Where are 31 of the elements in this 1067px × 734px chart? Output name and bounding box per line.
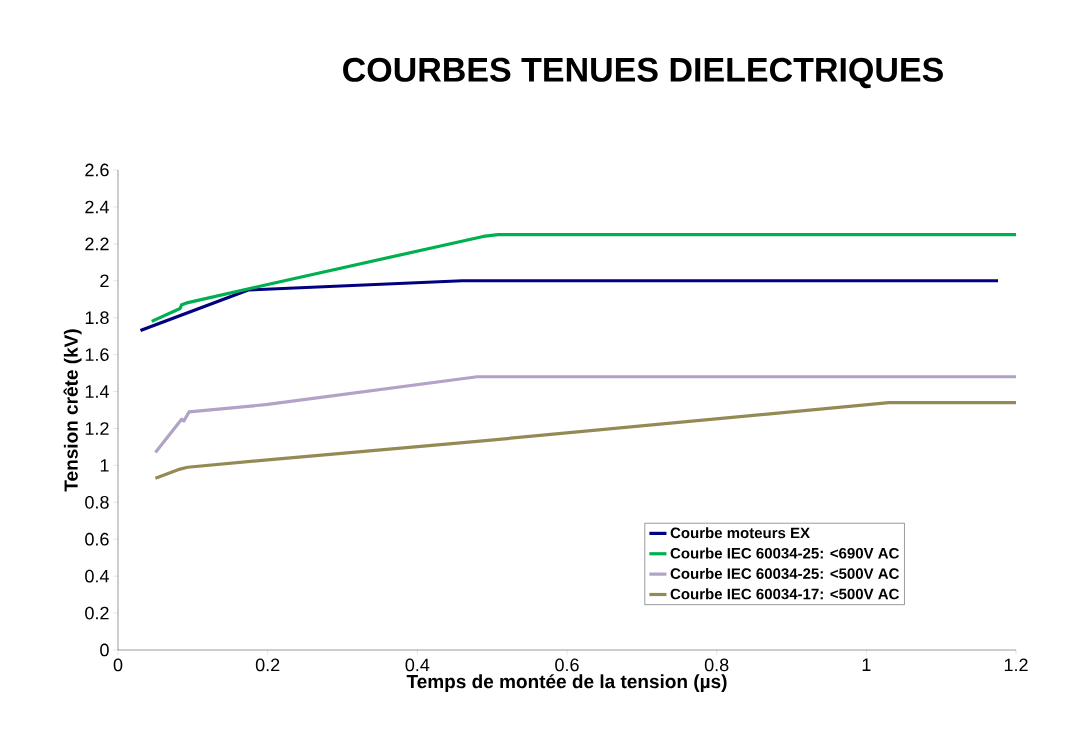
y-tick-label: 0.2 (85, 606, 109, 620)
line-series (153, 375, 1017, 455)
line-series (150, 233, 1017, 323)
y-tick-label: 2.2 (85, 237, 109, 251)
legend-label: Courbe moteurs EX (670, 527, 810, 539)
y-tick-label: 2 (100, 274, 109, 288)
y-tick-label: 0.8 (85, 495, 109, 509)
x-tick-label: 0.2 (255, 658, 280, 672)
x-tick-label: 0.4 (405, 658, 430, 672)
y-tick-label: 1 (100, 459, 109, 472)
y-tick-label: 2.4 (85, 200, 109, 214)
legend-label: Courbe IEC 60034-25: <690V AC (670, 547, 899, 559)
chart-title: COURBES TENUES DIELECTRIQUES (343, 57, 943, 89)
x-tick-label: 0.6 (555, 658, 579, 672)
y-tick-label: 1.8 (85, 311, 109, 325)
legend-label: Courbe IEC 60034-25: <500V AC (670, 567, 899, 579)
line-series (153, 401, 1017, 480)
y-tick-label: 1.6 (85, 348, 109, 361)
x-axis-title: Temps de montée de la tension (µs) (406, 674, 727, 693)
y-tick-label: 1.2 (85, 422, 109, 435)
legend-label: Courbe IEC 60034-17: <500V AC (670, 588, 899, 600)
y-tick-label: 0.6 (85, 532, 109, 546)
x-tick-label: 0.8 (704, 658, 729, 672)
x-tick-label: 1.2 (1004, 658, 1028, 672)
x-tick-label: 1 (862, 658, 871, 671)
y-tick-label: 1.4 (85, 385, 109, 398)
y-tick-label: 2.6 (85, 163, 109, 177)
y-tick-label: 0.4 (85, 569, 109, 583)
y-tick-label: 0 (100, 643, 109, 657)
x-tick-label: 0 (113, 658, 123, 672)
y-axis-title: Tension crête (kV) (63, 329, 82, 492)
